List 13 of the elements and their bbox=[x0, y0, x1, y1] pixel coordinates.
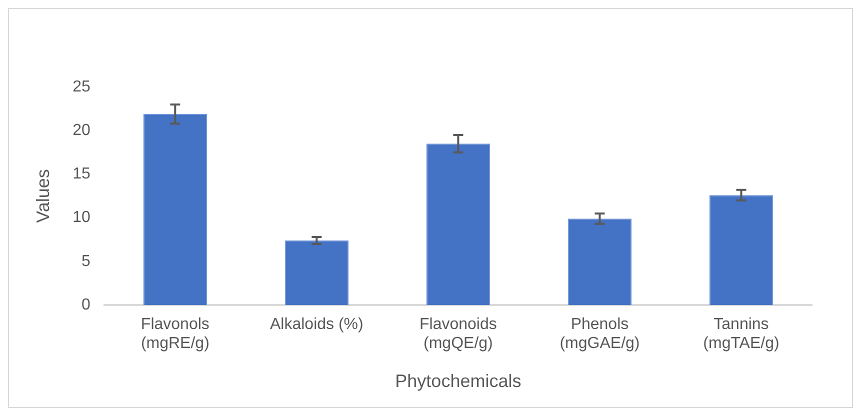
y-tick-label: 10 bbox=[72, 209, 90, 226]
x-axis-title: Phytochemicals bbox=[395, 371, 522, 392]
y-tick-label: 0 bbox=[81, 296, 90, 314]
y-axis-title: Values bbox=[32, 169, 53, 223]
y-tick-label: 20 bbox=[72, 122, 90, 140]
x-tick-label: Flavonoids (mgQE/g) bbox=[420, 316, 497, 352]
x-tick-label: Flavonols (mgRE/g) bbox=[140, 316, 210, 352]
x-tick-label: Alkaloids (%) bbox=[270, 316, 364, 334]
x-tick-label: Tannins (mgTAE/g) bbox=[703, 316, 780, 352]
y-tick-label: 15 bbox=[72, 166, 90, 183]
x-tick-label: Phenols (mgGAE/g) bbox=[560, 316, 640, 352]
y-tick-label: 5 bbox=[81, 252, 90, 270]
y-tick-label: 25 bbox=[72, 78, 90, 96]
